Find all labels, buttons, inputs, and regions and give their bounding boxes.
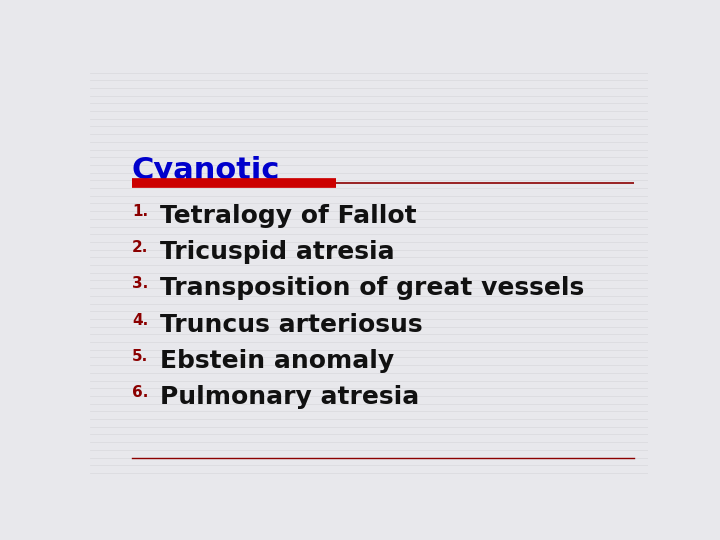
Text: Tricuspid atresia: Tricuspid atresia (160, 240, 395, 264)
Text: Tetralogy of Fallot: Tetralogy of Fallot (160, 204, 416, 228)
Text: Ebstein anomaly: Ebstein anomaly (160, 349, 394, 373)
Text: Transposition of great vessels: Transposition of great vessels (160, 276, 584, 300)
Text: 2.: 2. (132, 240, 148, 255)
Text: 1.: 1. (132, 204, 148, 219)
Text: Truncus arteriosus: Truncus arteriosus (160, 313, 423, 336)
Text: Pulmonary atresia: Pulmonary atresia (160, 385, 419, 409)
Text: 6.: 6. (132, 385, 148, 400)
Text: Cyanotic: Cyanotic (132, 156, 280, 185)
Text: 3.: 3. (132, 276, 148, 292)
Text: 4.: 4. (132, 313, 148, 328)
Text: 5.: 5. (132, 349, 148, 364)
